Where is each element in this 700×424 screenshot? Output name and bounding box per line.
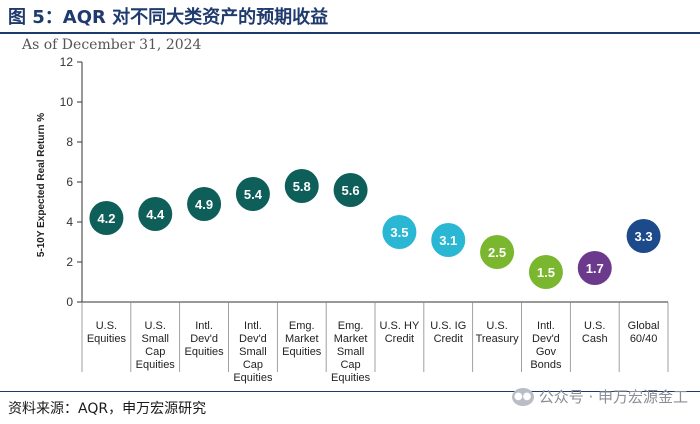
x-tick-label: Intl. Dev'd Small Cap Equities [233, 320, 273, 384]
x-tick-label-line: Credit [434, 333, 463, 345]
x-tick-label: Intl. Dev'd Gov Bonds [530, 320, 562, 371]
x-tick-label-line: Dev'd [532, 333, 560, 345]
data-point [431, 223, 466, 257]
x-tick-label-line: Equities [87, 333, 127, 345]
x-tick-label-line: Small [141, 333, 169, 345]
figure-title: 图 5：AQR 对不同大类资产的预期收益 [8, 7, 329, 28]
data-point [89, 201, 124, 235]
x-tick-label-line: Small [239, 346, 267, 358]
data-point [382, 215, 417, 249]
x-tick-label-line: Intl. [244, 320, 262, 332]
x-tick-label-line: Cap [145, 346, 165, 358]
x-tick-label-line: Cap [340, 359, 360, 371]
data-point [333, 173, 368, 207]
x-tick-label: U.S. Small Cap Equities [136, 320, 176, 371]
x-tick-label-line: Cash [582, 333, 608, 345]
x-tick-label-line: U.S. [145, 320, 166, 332]
watermark-text: 公众号 · 申万宏源金工 [538, 388, 688, 406]
x-tick-label: U.S. HY Credit [380, 320, 420, 345]
data-point [528, 255, 563, 289]
y-tick-label: 12 [60, 55, 74, 69]
x-tick-label-line: Equities [136, 359, 176, 371]
x-tick-label-line: Equities [331, 372, 371, 384]
wechat-icon: ●● [511, 387, 534, 406]
x-tick-label: U.S. IG Credit [430, 320, 466, 345]
data-label: 4.2 [97, 211, 115, 226]
x-tick-label-line: Global [628, 320, 660, 332]
title-divider [0, 32, 700, 34]
watermark: ●● 公众号 · 申万宏源金工 [511, 386, 688, 407]
x-tick-label-line: Equities [282, 346, 322, 358]
data-label: 1.5 [537, 265, 555, 280]
x-tick-label: Intl. Dev'd Equities [185, 320, 225, 358]
data-label: 4.4 [146, 207, 165, 222]
chart-subtitle: As of December 31, 2024 [22, 37, 202, 53]
data-point [577, 251, 612, 285]
footer-divider [0, 391, 700, 392]
y-axis-title: 5-10Y Expected Real Return % [36, 113, 47, 257]
x-tick-label-line: U.S. IG [430, 320, 466, 332]
data-label: 1.7 [586, 261, 604, 276]
data-point [187, 187, 222, 221]
y-tick-label: 8 [66, 135, 73, 149]
y-tick-label: 6 [66, 175, 73, 189]
data-label: 5.6 [342, 183, 360, 198]
data-label: 3.5 [390, 225, 408, 240]
x-tick-label-line: U.S. [96, 320, 117, 332]
data-label: 3.1 [439, 233, 457, 248]
data-label: 3.3 [635, 229, 653, 244]
data-point [626, 219, 661, 253]
data-point [235, 177, 270, 211]
x-tick-label: U.S. Treasury [476, 320, 519, 345]
x-tick-label-line: Gov [536, 346, 557, 358]
x-tick-label-line: Cap [243, 359, 263, 371]
x-tick-label-line: Dev'd [239, 333, 267, 345]
x-tick-label: Global 60/40 [628, 320, 660, 345]
x-tick-label-line: Market [285, 333, 319, 345]
x-tick-label-line: Treasury [476, 333, 519, 345]
x-tick-label-line: Emg. [289, 320, 315, 332]
x-tick-label-line: Small [337, 346, 365, 358]
x-tick-label-line: Credit [385, 333, 414, 345]
x-tick-label-line: Equities [233, 372, 273, 384]
chart: 0 2 4 6 8 10 12 5-10Y Expected Real Return % U.S… [36, 55, 669, 384]
y-tick-label: 4 [66, 215, 73, 229]
x-tick-label-line: Bonds [530, 359, 562, 371]
x-tick-label-line: Equities [185, 346, 225, 358]
x-tick-label: U.S. Equities [87, 320, 127, 345]
x-tick-label-line: Market [334, 333, 368, 345]
data-point [284, 169, 319, 203]
x-tick-label-line: U.S. HY [380, 320, 420, 332]
data-label: 5.4 [244, 187, 263, 202]
data-label: 4.9 [195, 197, 213, 212]
y-tick-label: 2 [66, 255, 73, 269]
x-tick-label-line: Intl. [195, 320, 213, 332]
x-tick-label-line: U.S. [584, 320, 605, 332]
source-note: 资料来源：AQR，申万宏源研究 [8, 401, 207, 417]
data-label: 2.5 [488, 245, 506, 260]
data-label: 5.8 [293, 179, 311, 194]
x-tick-label-line: Emg. [338, 320, 364, 332]
x-tick-label: Emg. Market Small Cap Equities [331, 320, 371, 384]
y-tick-label: 0 [66, 295, 73, 309]
data-point [480, 235, 515, 269]
data-point [138, 197, 173, 231]
x-tick-label: Emg. Market Equities [282, 320, 322, 358]
x-tick-label-line: Dev'd [190, 333, 218, 345]
x-tick-label-line: U.S. [486, 320, 507, 332]
x-tick-label-line: Intl. [537, 320, 555, 332]
x-tick-label-line: 60/40 [630, 333, 658, 345]
x-tick-label: U.S. Cash [582, 320, 608, 345]
y-tick-label: 10 [60, 95, 74, 109]
